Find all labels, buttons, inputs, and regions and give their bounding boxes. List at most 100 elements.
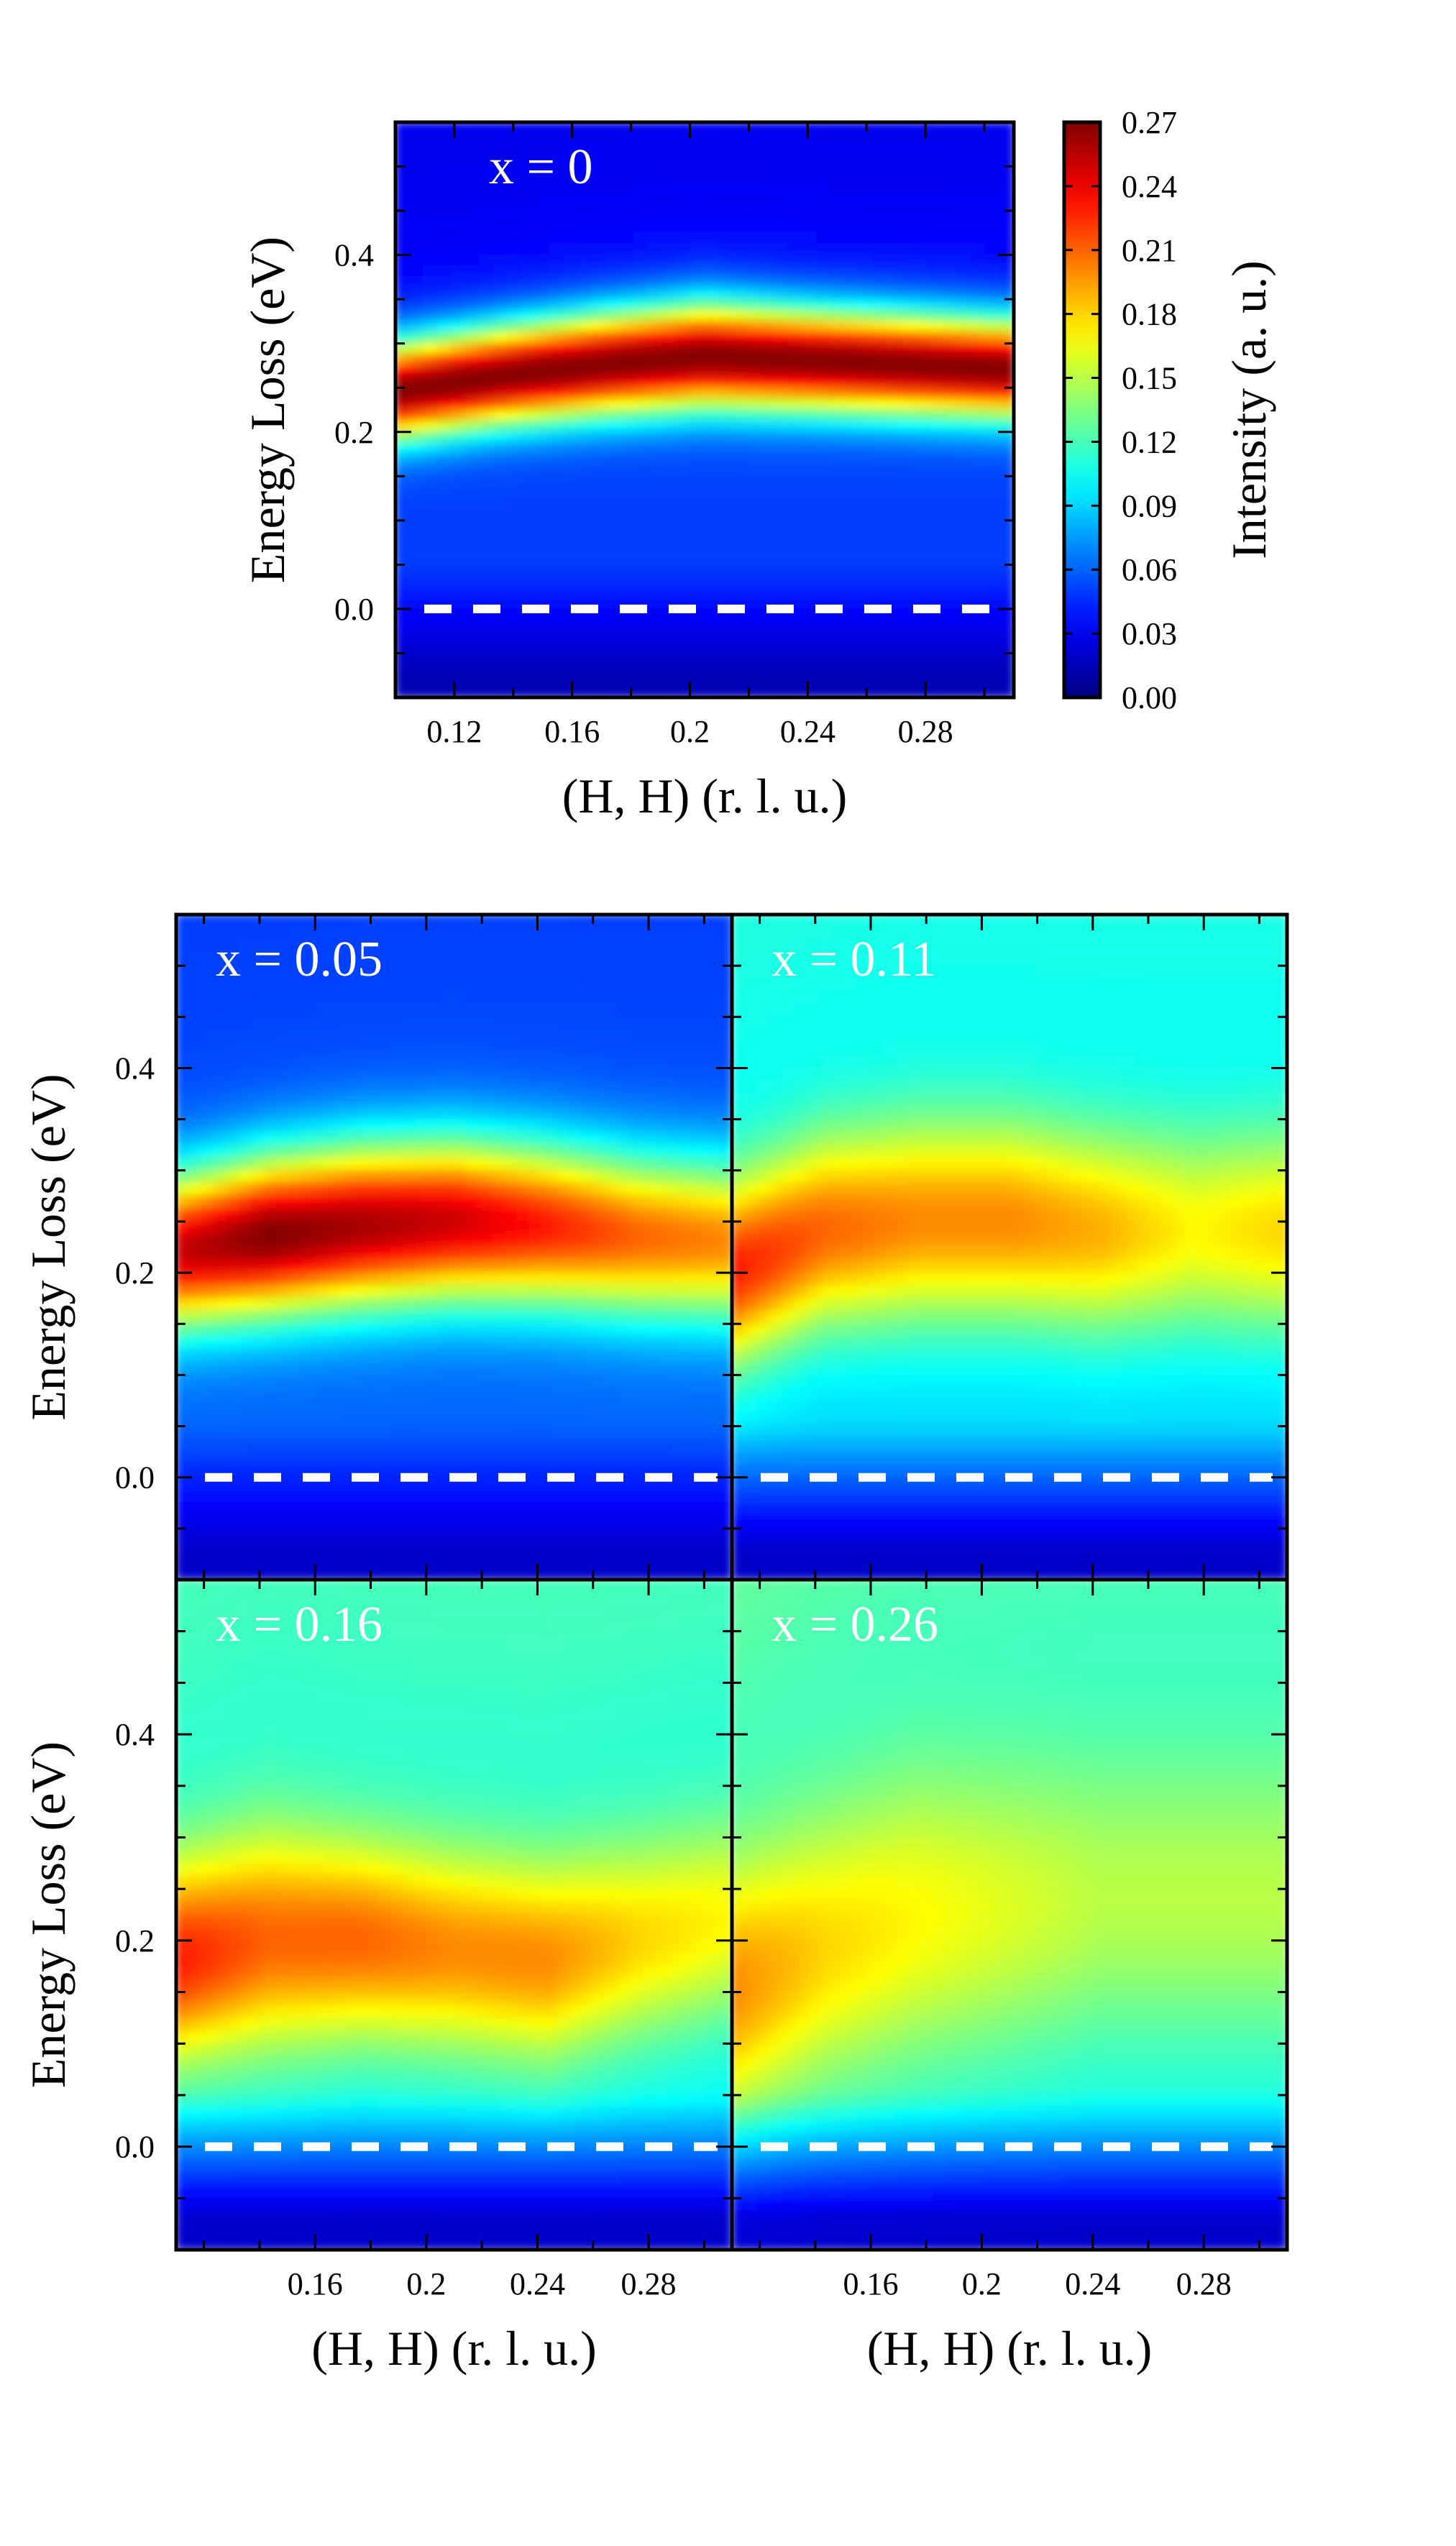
heatmap-cell (415, 952, 430, 967)
heatmap-cell (732, 398, 748, 411)
heatmap-cell (377, 1093, 392, 1107)
heatmap-cell (661, 265, 677, 278)
heatmap-cell (647, 597, 664, 610)
heatmap-cell (491, 1003, 505, 1018)
heatmap-cell (521, 210, 537, 223)
heatmap-cell (377, 926, 392, 941)
heatmap-cell (680, 1553, 695, 1568)
heatmap-cell (408, 553, 424, 566)
heatmap-cell (928, 210, 945, 223)
heatmap-cell (887, 541, 902, 554)
heatmap-cell (732, 1067, 746, 1082)
heatmap-cell (535, 541, 551, 554)
heatmap-cell (693, 1451, 708, 1465)
heatmap-cell (732, 531, 748, 544)
heatmap-cell (605, 1220, 619, 1235)
heatmap-cell (188, 1118, 203, 1133)
heatmap-cell (630, 965, 645, 979)
heatmap-cell (999, 475, 1014, 488)
heatmap-cell (580, 1400, 594, 1414)
heatmap-cell (314, 1323, 329, 1337)
heatmap-cell (390, 1182, 405, 1197)
heatmap-cell (503, 1272, 518, 1286)
heatmap-cell (301, 1169, 316, 1184)
heatmap-cell (643, 1041, 657, 1056)
heatmap-cell (732, 939, 746, 954)
heatmap-cell (680, 1284, 695, 1299)
heatmap-cell (605, 1489, 619, 1504)
heatmap-cell (176, 1463, 190, 1478)
heatmap-cell (718, 232, 733, 245)
heatmap-cell (718, 519, 733, 533)
heatmap-cell (690, 320, 705, 334)
heatmap-cell (592, 965, 607, 979)
heatmap-cell (451, 508, 467, 521)
heatmap-cell (630, 1067, 645, 1082)
heatmap-cell (900, 498, 917, 510)
heatmap-cell (377, 1425, 392, 1440)
heatmap-cell (365, 1105, 380, 1120)
heatmap-cell (704, 652, 720, 665)
heatmap-cell (693, 1489, 708, 1504)
heatmap-cell (201, 1348, 215, 1363)
heatmap-cell (655, 1182, 670, 1197)
heatmap-cell (395, 320, 411, 334)
heatmap-cell (436, 586, 453, 599)
heatmap-cell (516, 915, 531, 928)
heatmap-cell (395, 354, 411, 367)
heatmap-cell (605, 519, 621, 533)
heatmap-cell (732, 232, 748, 245)
heatmap-cell (352, 1348, 367, 1363)
heatmap-cell (591, 221, 608, 234)
heatmap-cell (528, 1169, 544, 1184)
heatmap-cell (453, 1323, 468, 1337)
heatmap-cell (535, 210, 551, 223)
heatmap-cell (605, 1259, 619, 1274)
heatmap-cell (403, 1169, 417, 1184)
heatmap-cell (464, 486, 481, 500)
heatmap-cell (633, 143, 649, 157)
heatmap-cell (491, 990, 505, 1005)
heatmap-cell (507, 188, 523, 201)
heatmap-cell (549, 176, 565, 190)
heatmap-cell (453, 915, 468, 928)
heatmap-cell (535, 409, 551, 422)
heatmap-cell (423, 442, 439, 455)
heatmap-cell (440, 939, 455, 954)
heatmap-cell (479, 663, 495, 677)
heatmap-cell (915, 508, 930, 521)
heatmap-cell (756, 1387, 771, 1401)
heatmap-cell (872, 243, 888, 256)
heatmap-cell (503, 1297, 518, 1312)
heatmap-cell (521, 221, 537, 234)
heatmap-cell (591, 188, 608, 201)
heatmap-cell (352, 1336, 367, 1350)
heatmap-cell (554, 1003, 569, 1018)
heatmap-cell (479, 176, 495, 190)
heatmap-cell (774, 309, 790, 322)
heatmap-cell (507, 409, 523, 422)
heatmap-cell (428, 1489, 442, 1504)
heatmap-cell (630, 1527, 645, 1542)
heatmap-cell (788, 431, 804, 444)
heatmap-cell (580, 952, 594, 967)
heatmap-cell (390, 1310, 405, 1325)
heatmap-cell (732, 1400, 746, 1414)
heatmap-cell (718, 1553, 732, 1568)
heatmap-cell (554, 1387, 569, 1401)
heatmap-cell (577, 553, 593, 566)
heatmap-cell (453, 1566, 468, 1580)
heatmap-cell (535, 674, 551, 687)
heatmap-cell (491, 1489, 505, 1504)
heatmap-cell (643, 1527, 657, 1542)
heatmap-cell (415, 1387, 430, 1401)
heatmap-cell (390, 1348, 405, 1363)
heatmap-cell (756, 1003, 771, 1018)
heatmap-cell (760, 287, 776, 301)
heatmap-cell (872, 122, 888, 134)
heatmap-cell (201, 1361, 215, 1376)
heatmap-cell (326, 1387, 342, 1401)
heatmap-cell (226, 1157, 240, 1171)
heatmap-cell (478, 1272, 493, 1286)
heatmap-cell (630, 926, 645, 941)
